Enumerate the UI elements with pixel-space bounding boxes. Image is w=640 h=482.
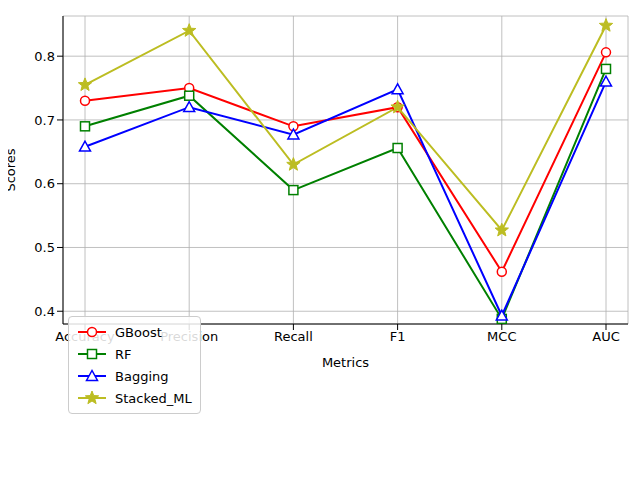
html-text:Stacked_ML: Stacked_ML xyxy=(115,390,192,406)
svg-text:Accuracy: Accuracy xyxy=(55,329,115,344)
html-text:RF: RF xyxy=(115,346,132,362)
html-text:Bagging: Bagging xyxy=(115,368,169,384)
svg-text:AUC: AUC xyxy=(592,329,620,344)
svg-text:Precision: Precision xyxy=(160,329,218,344)
svg-text:Scores: Scores xyxy=(8,148,18,191)
svg-text:0.8: 0.8 xyxy=(34,49,55,64)
svg-text:0.5: 0.5 xyxy=(34,240,55,255)
html-text:GBoost: GBoost xyxy=(115,324,162,340)
svg-text:Metrics: Metrics xyxy=(322,355,369,370)
svg-text:0.4: 0.4 xyxy=(34,304,55,319)
svg-text:MCC: MCC xyxy=(487,329,516,344)
svg-text:F1: F1 xyxy=(390,329,406,344)
svg-text:0.6: 0.6 xyxy=(34,176,55,191)
svg-text:0.7: 0.7 xyxy=(34,113,55,128)
svg-text:Recall: Recall xyxy=(274,329,313,344)
